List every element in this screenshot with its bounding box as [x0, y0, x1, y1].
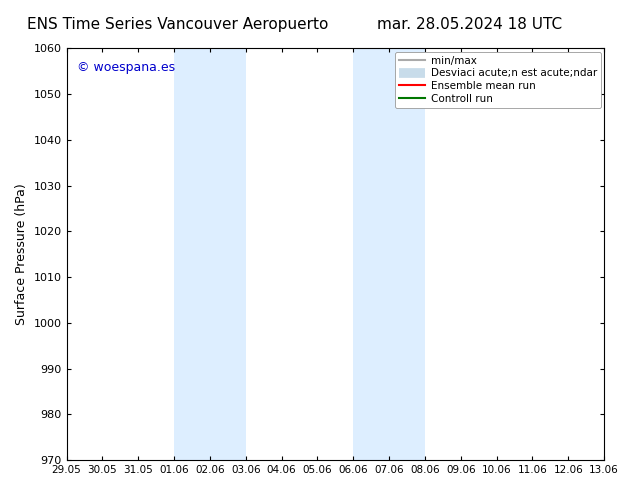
Y-axis label: Surface Pressure (hPa): Surface Pressure (hPa)	[15, 183, 28, 325]
Text: mar. 28.05.2024 18 UTC: mar. 28.05.2024 18 UTC	[377, 17, 562, 32]
Text: © woespana.es: © woespana.es	[77, 61, 176, 74]
Bar	[353, 49, 425, 460]
Text: ENS Time Series Vancouver Aeropuerto: ENS Time Series Vancouver Aeropuerto	[27, 17, 328, 32]
Title: ENS Time Series Vancouver Aeropuerto        mar. 28.05.2024 18 UTC: ENS Time Series Vancouver Aeropuerto mar…	[0, 489, 1, 490]
Legend: min/max, Desviaci acute;n est acute;ndar, Ensemble mean run, Controll run: min/max, Desviaci acute;n est acute;ndar…	[395, 51, 601, 108]
Bar	[174, 49, 246, 460]
